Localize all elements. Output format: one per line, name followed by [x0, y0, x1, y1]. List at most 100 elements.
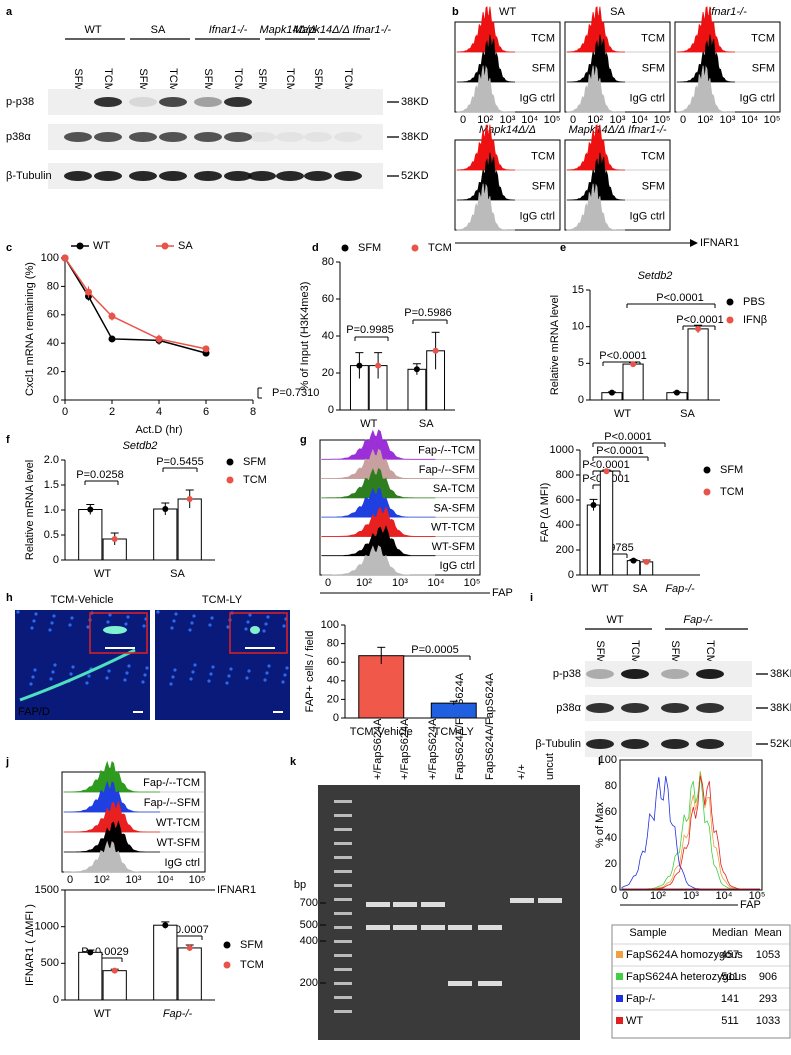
nucleus [143, 673, 147, 677]
y-tick-label: 0 [611, 884, 617, 896]
band [586, 739, 614, 749]
nucleus [192, 614, 196, 618]
legend-label: TCM [240, 959, 264, 971]
lane-label: TCM [232, 68, 244, 92]
sample-label: IgG ctrl [520, 210, 555, 222]
image-title: TCM-Vehicle [51, 594, 114, 606]
x-tick-label: 0 [460, 114, 466, 126]
nucleus [86, 625, 90, 629]
histogram [64, 800, 160, 833]
point [608, 389, 615, 396]
sample-label: TCM [641, 32, 665, 44]
axis-title: IFNAR1 [217, 884, 256, 896]
band [224, 171, 252, 181]
gel-band [421, 902, 445, 907]
legend-marker [223, 961, 231, 969]
band [276, 171, 304, 181]
table-cell: 511 [721, 971, 739, 983]
legend-label: SFM [720, 464, 743, 476]
point [630, 557, 637, 564]
point [111, 967, 118, 974]
y-tick-label: 20 [605, 858, 617, 870]
image-title: TCM-LY [202, 594, 243, 606]
point [61, 254, 69, 262]
x-tick-label: 10³ [500, 114, 516, 126]
point [108, 312, 116, 320]
ladder-band [334, 898, 352, 901]
histogram [567, 34, 625, 83]
annotation: P<0.0001 [599, 350, 646, 362]
size-label: 38KD [401, 96, 429, 108]
x-tick-label: WT [94, 1008, 111, 1020]
sample-label: SFM [532, 180, 555, 192]
legend-label: PBS [743, 296, 765, 308]
ladder-band [334, 828, 352, 831]
table-cell: 511 [721, 1015, 739, 1027]
histogram [321, 487, 436, 518]
lane-label: +/FapS624A [427, 718, 439, 780]
bar [586, 504, 601, 576]
inset [229, 612, 288, 654]
legend-label: WT [93, 240, 110, 252]
sample-label: IgG ctrl [165, 857, 200, 869]
y-tick-label: 1500 [35, 884, 59, 896]
ladder-band [334, 842, 352, 845]
x-tick-label: 10² [587, 114, 603, 126]
legend-marker [703, 488, 711, 496]
histogram [566, 124, 625, 171]
gel-band [478, 981, 502, 986]
gel-band [448, 925, 472, 930]
histogram [64, 780, 160, 813]
ladder-band [334, 884, 352, 887]
panel-letter: i [530, 592, 533, 604]
annotation: P<0.0001 [656, 292, 703, 304]
panel-letter: k [290, 756, 297, 768]
histogram [677, 34, 735, 83]
y-tick-label: 500 [41, 957, 59, 969]
lane-label: FapS624A/FapS624A [484, 672, 496, 780]
histogram [321, 429, 436, 460]
nucleus [105, 676, 109, 680]
nucleus [190, 621, 194, 625]
y-tick-label: 15 [572, 284, 584, 296]
panel-letter: b [452, 6, 459, 18]
sample-label: IgG ctrl [630, 210, 665, 222]
histogram [322, 545, 435, 576]
point [162, 922, 169, 929]
bar [687, 328, 709, 401]
lane-label: SFM [256, 68, 268, 91]
nucleus [87, 674, 91, 678]
table-cell: 293 [759, 993, 777, 1005]
y-tick-label: 60 [322, 293, 334, 305]
y-axis-title: Relative mRNA level [549, 295, 561, 395]
plot-frame [619, 759, 763, 891]
y-tick-label: 5 [578, 357, 584, 369]
table-cell: 1053 [756, 949, 780, 961]
x-tick-label: Fap-/- [163, 1008, 193, 1020]
gel-band [366, 902, 390, 907]
x-tick-label: 10³ [392, 577, 408, 589]
histogram [456, 183, 515, 231]
band [64, 171, 92, 181]
stain-signal [19, 648, 136, 702]
legend-swatch [616, 951, 623, 958]
nucleus [52, 614, 56, 618]
sample-label: SA-TCM [433, 483, 475, 495]
x-tick-label: 10⁵ [464, 577, 481, 589]
y-tick-label: 0 [53, 994, 59, 1006]
legend-marker [223, 941, 231, 949]
band [334, 171, 362, 181]
y-tick-label: 40 [47, 337, 59, 349]
row-label: p-p38 [553, 668, 581, 680]
nucleus [169, 682, 173, 686]
histogram [321, 525, 436, 557]
band [696, 703, 724, 713]
band [224, 97, 252, 107]
annotation: P=0.5455 [156, 456, 203, 468]
band [129, 97, 157, 107]
nucleus [193, 663, 197, 667]
nucleus [191, 670, 195, 674]
band [194, 171, 222, 181]
nucleus [50, 621, 54, 625]
